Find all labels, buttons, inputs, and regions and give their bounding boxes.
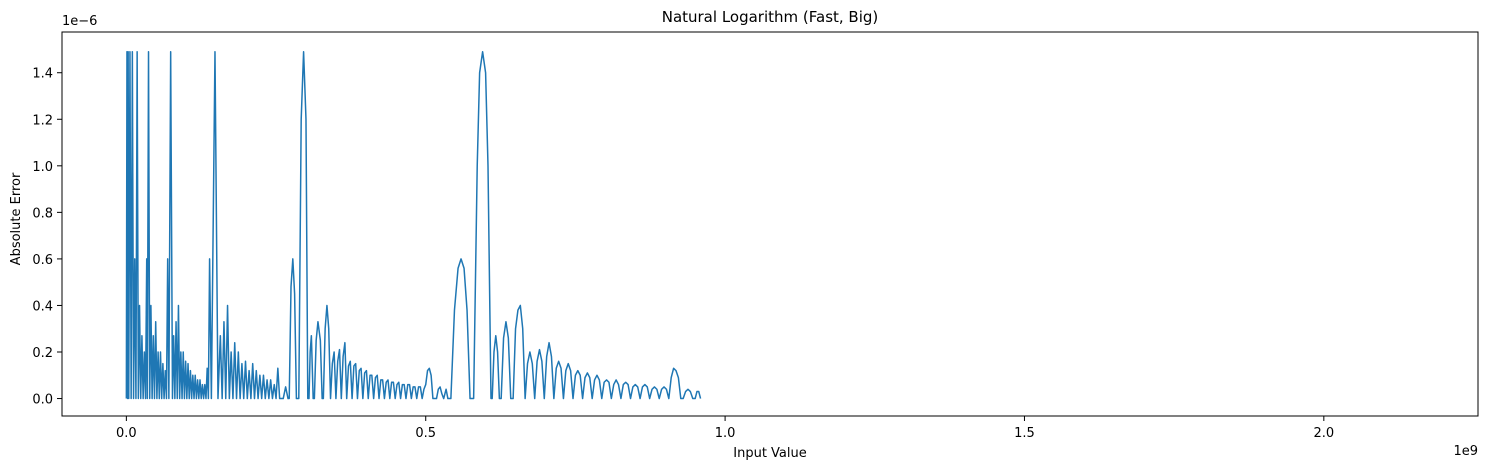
- plot-area: [125, 51, 702, 400]
- chart-title: Natural Logarithm (Fast, Big): [662, 8, 879, 26]
- x-tick-label: 0.0: [116, 426, 137, 441]
- y-offset-label: 1e−6: [62, 14, 97, 29]
- plot-frame: [61, 31, 1479, 417]
- y-axis-label: Absolute Error: [9, 172, 24, 265]
- x-tick-label: 0.5: [415, 426, 436, 441]
- y-tick-label: 1.2: [32, 113, 53, 128]
- y-tick-label: 1.0: [32, 160, 53, 175]
- x-offset-label: 1e9: [1453, 444, 1478, 459]
- y-axis: 0.0 0.2 0.4 0.6 0.8 1.0 1.2 1.4: [32, 67, 62, 408]
- y-tick-label: 0.4: [32, 299, 53, 314]
- x-tick-label: 1.0: [715, 426, 736, 441]
- x-tick-label: 1.5: [1014, 426, 1035, 441]
- y-tick-label: 0.0: [32, 393, 53, 408]
- y-tick-label: 0.2: [32, 346, 53, 361]
- x-axis-label: Input Value: [733, 446, 807, 461]
- x-tick-label: 2.0: [1313, 426, 1334, 441]
- series-line-0: [125, 51, 702, 400]
- x-axis: 0.0 0.5 1.0 1.5 2.0: [116, 416, 1334, 441]
- y-tick-label: 0.8: [32, 206, 53, 221]
- y-tick-label: 1.4: [32, 67, 53, 82]
- y-tick-label: 0.6: [32, 253, 53, 268]
